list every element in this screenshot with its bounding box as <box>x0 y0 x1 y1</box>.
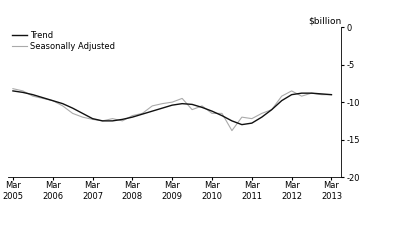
Legend: Trend, Seasonally Adjusted: Trend, Seasonally Adjusted <box>12 31 116 51</box>
Text: $billion: $billion <box>308 17 341 26</box>
